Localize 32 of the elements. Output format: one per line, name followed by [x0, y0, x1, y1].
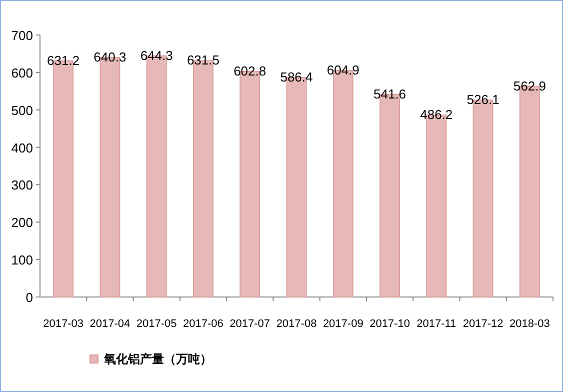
- x-tick-label: 2017-04: [90, 318, 130, 330]
- legend-label: 氧化铝产量（万吨）: [103, 352, 212, 366]
- data-label: 604.9: [326, 62, 360, 78]
- x-tick-label: 2017-05: [136, 318, 177, 330]
- y-tick-label: 400: [11, 140, 33, 156]
- data-label: 586.4: [280, 70, 313, 85]
- x-tick-label: 2017-09: [322, 318, 364, 330]
- y-tick-label: 0: [26, 290, 33, 305]
- data-label: 631.5: [186, 52, 220, 68]
- data-label: 562.9: [513, 78, 546, 94]
- x-tick-label: 2017-11: [416, 318, 456, 330]
- y-tick-label: 200: [11, 215, 33, 230]
- x-tick-label: 2017-06: [183, 318, 224, 330]
- data-label: 526.1: [466, 92, 500, 108]
- y-tick-label: 500: [11, 102, 33, 118]
- x-tick-label: 2017-12: [462, 318, 504, 330]
- x-tick-label: 2017-08: [276, 318, 317, 330]
- y-tick-label: 300: [11, 178, 33, 193]
- y-tick-label: 100: [11, 252, 33, 268]
- y-tick-label: 600: [11, 65, 33, 80]
- data-label: 644.3: [140, 48, 173, 63]
- y-tick-label: 700: [11, 28, 33, 43]
- data-label: 640.3: [94, 49, 126, 64]
- data-label: 631.2: [47, 52, 80, 68]
- x-tick-label: 2017-10: [370, 318, 410, 330]
- x-tick-label: 2018-03: [509, 318, 550, 330]
- data-label: 541.6: [374, 86, 406, 102]
- 氧化铝产量（万吨）: 631.2 640.3 644.3 631.5 602.8 586.4 604.9 541.6 486.2 526.1 562.9: [47, 48, 546, 298]
- data-label: 486.2: [420, 107, 453, 122]
- x-tick-label: 2017-07: [230, 318, 270, 330]
- data-label: 602.8: [234, 63, 266, 78]
- x-tick-label: 2017-03: [43, 318, 84, 330]
